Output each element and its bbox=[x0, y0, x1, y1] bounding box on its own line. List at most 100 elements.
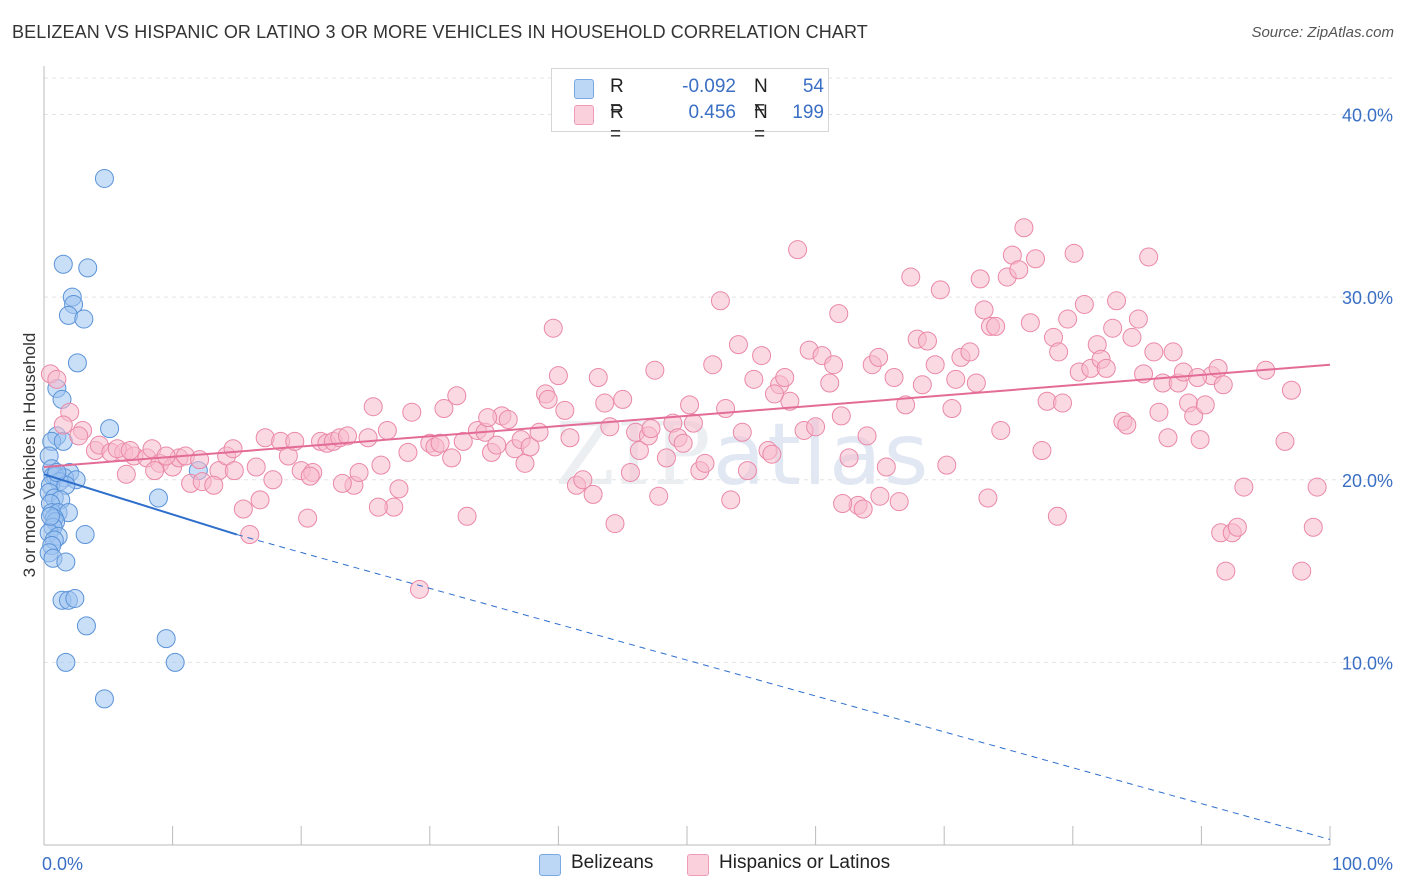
hispanic-point bbox=[120, 441, 140, 461]
hispanic-point bbox=[946, 369, 966, 389]
hispanic-point bbox=[1184, 406, 1204, 426]
legend-n-value: 199 bbox=[792, 102, 824, 123]
x-tick-label: 0.0% bbox=[42, 854, 83, 874]
hispanic-point bbox=[710, 291, 730, 311]
belizean-trend-line bbox=[43, 473, 238, 536]
hispanic-point bbox=[240, 525, 260, 545]
belizean-point bbox=[75, 525, 95, 545]
chart-title: BELIZEAN VS HISPANIC OR LATINO 3 OR MORE… bbox=[12, 22, 868, 42]
bottom-legend-label-hispanics: Hispanics or Latinos bbox=[719, 852, 891, 873]
hispanic-point bbox=[1122, 327, 1142, 347]
belizean-point bbox=[56, 652, 76, 672]
belizean-point bbox=[100, 419, 120, 439]
hispanic-point bbox=[1144, 342, 1164, 362]
hispanic-point bbox=[371, 455, 391, 475]
hispanic-point bbox=[884, 367, 904, 387]
hispanic-point bbox=[901, 267, 921, 287]
hispanic-point bbox=[788, 240, 808, 260]
hispanic-point bbox=[543, 318, 563, 338]
hispanic-point bbox=[1053, 393, 1073, 413]
hispanic-point bbox=[434, 399, 454, 419]
belizean-point bbox=[94, 689, 114, 709]
hispanic-point bbox=[1158, 428, 1178, 448]
hispanic-point bbox=[478, 408, 498, 428]
hispanic-point bbox=[1117, 415, 1137, 435]
hispanic-point bbox=[829, 304, 849, 324]
hispanic-point bbox=[1026, 249, 1046, 269]
hispanic-point bbox=[1128, 309, 1148, 329]
hispanic-point bbox=[744, 369, 764, 389]
hispanic-point bbox=[1227, 517, 1247, 537]
bottom-legend-label-belizeans: Belizeans bbox=[571, 852, 654, 873]
belizean-point bbox=[58, 305, 78, 325]
hispanic-point bbox=[917, 331, 937, 351]
hispanic-point bbox=[1049, 342, 1069, 362]
hispanic-point bbox=[1281, 380, 1301, 400]
hispanic-point bbox=[703, 355, 723, 375]
legend-n-label: N = bbox=[754, 76, 768, 119]
hispanic-point bbox=[896, 395, 916, 415]
hispanic-point bbox=[937, 455, 957, 475]
hispanic-point bbox=[876, 457, 896, 477]
hispanic-point bbox=[223, 439, 243, 459]
hispanic-point bbox=[300, 466, 320, 486]
hispanic-point bbox=[1014, 218, 1034, 238]
hispanic-point bbox=[1047, 506, 1067, 526]
hispanic-point bbox=[641, 419, 661, 439]
hispanic-point bbox=[498, 409, 518, 429]
legend-n-label: N = bbox=[754, 102, 768, 145]
hispanic-point bbox=[820, 373, 840, 393]
hispanic-point bbox=[721, 490, 741, 510]
hispanic-point bbox=[870, 486, 890, 506]
hispanic-point bbox=[263, 470, 283, 490]
hispanic-point bbox=[695, 453, 715, 473]
hispanic-point bbox=[457, 506, 477, 526]
hispanic-point bbox=[737, 461, 757, 481]
hispanic-point bbox=[1195, 395, 1215, 415]
legend-r-label: R = bbox=[610, 102, 624, 145]
legend-swatch-hispanics bbox=[574, 105, 594, 125]
belizean-point bbox=[76, 616, 96, 636]
belizean-point bbox=[65, 588, 85, 608]
hispanic-point bbox=[645, 360, 665, 380]
hispanic-point bbox=[548, 366, 568, 386]
hispanic-point bbox=[377, 420, 397, 440]
bottom-legend-swatch-hispanics bbox=[687, 854, 709, 876]
y-tick-label: 30.0% bbox=[1342, 288, 1393, 308]
hispanic-point bbox=[912, 375, 932, 395]
hispanic-point bbox=[925, 355, 945, 375]
belizean-point bbox=[74, 309, 94, 329]
hispanic-point bbox=[69, 426, 89, 446]
hispanic-point bbox=[857, 426, 877, 446]
belizean-point bbox=[67, 353, 87, 373]
y-tick-label: 40.0% bbox=[1342, 106, 1393, 126]
x-tick-label: 100.0% bbox=[1332, 854, 1393, 874]
hispanic-point bbox=[1234, 477, 1254, 497]
hispanic-point bbox=[853, 499, 873, 519]
hispanic-point bbox=[1064, 243, 1084, 263]
hispanic-point bbox=[250, 490, 270, 510]
hispanic-point bbox=[889, 492, 909, 512]
belizean-point bbox=[40, 506, 60, 526]
hispanic-point bbox=[978, 488, 998, 508]
hispanic-point bbox=[656, 448, 676, 468]
hispanic-point bbox=[1020, 313, 1040, 333]
hispanic-point bbox=[520, 437, 540, 457]
hispanic-point bbox=[970, 269, 990, 289]
hispanic-point bbox=[1032, 441, 1052, 461]
hispanic-point bbox=[1009, 260, 1029, 280]
hispanic-point bbox=[453, 431, 473, 451]
belizean-point bbox=[78, 258, 98, 278]
hispanic-point bbox=[728, 335, 748, 355]
belizean-point bbox=[156, 629, 176, 649]
hispanic-point bbox=[398, 442, 418, 462]
stats-legend: R = -0.092 N = 54 R = 0.456 N = 199 bbox=[551, 68, 829, 145]
hispanic-point bbox=[1213, 375, 1233, 395]
hispanic-point bbox=[588, 367, 608, 387]
belizean-point bbox=[165, 652, 185, 672]
hispanic-point bbox=[224, 461, 244, 481]
hispanic-point bbox=[332, 473, 352, 493]
hispanic-point bbox=[389, 479, 409, 499]
hispanic-point bbox=[246, 457, 266, 477]
